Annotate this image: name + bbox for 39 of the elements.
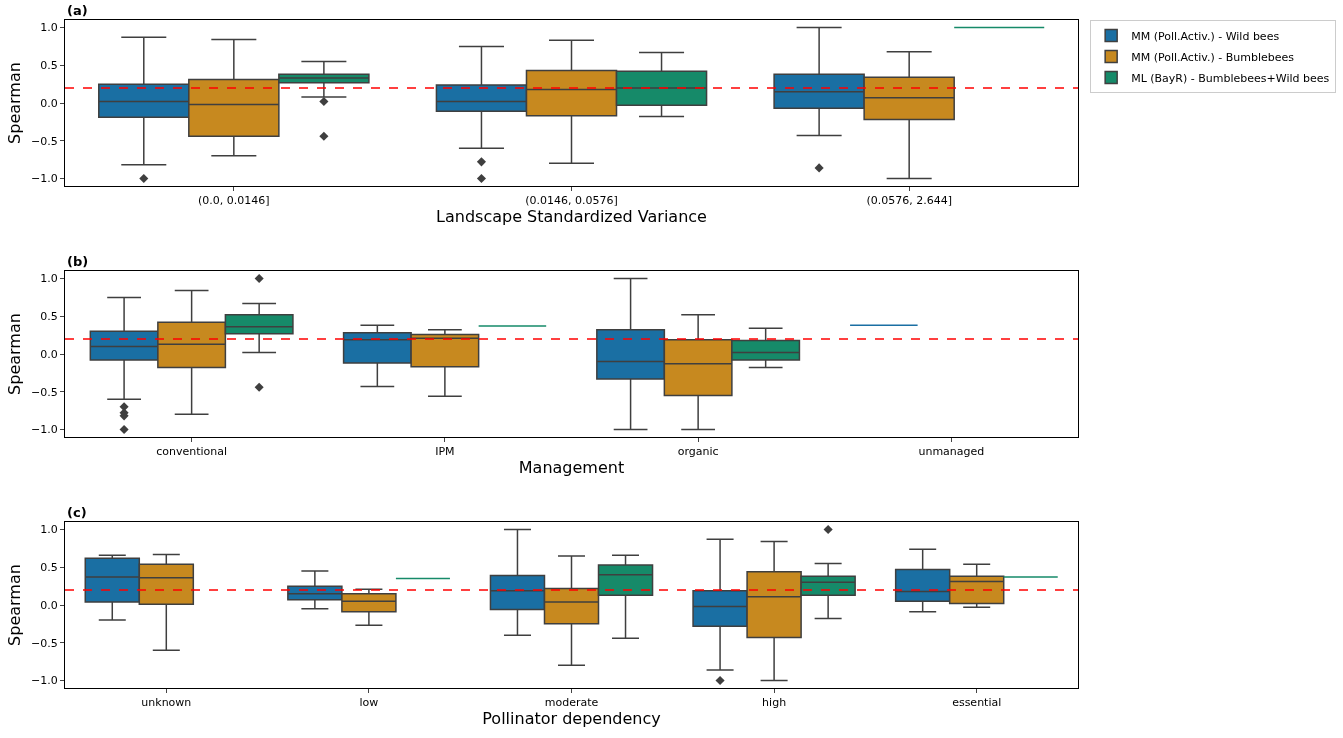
y-tick-label: −1.0 [31,172,58,186]
y-tick-label: 0.0 [40,598,58,612]
y-tick-label: −0.5 [31,134,58,148]
y-axis-title: Spearman [4,564,24,646]
y-axis-title: Spearman [4,313,24,395]
x-axis-title: Landscape Standardized Variance [436,207,707,227]
chart-title: (c) [67,505,87,520]
y-tick-label: 1.0 [40,21,58,35]
y-tick-label: 0.5 [40,59,58,73]
x-tick-label: IPM [435,445,455,459]
chart-title: (a) [67,3,88,18]
legend-label: ML (BayR) - Bumblebees+Wild bees [1131,71,1330,85]
y-tick-label: −1.0 [31,674,58,688]
x-tick-label: (0.0, 0.0146] [198,194,270,208]
x-tick-label: (0.0146, 0.0576] [525,194,618,208]
legend-label: MM (Poll.Activ.) - Wild bees [1131,29,1280,43]
y-tick-label: 0.5 [40,310,58,324]
x-axis-title: Management [518,457,625,477]
y-axis-title: Spearman [4,62,24,144]
x-tick-label: conventional [156,445,228,459]
x-tick-label: high [762,696,787,710]
x-tick-label: essential [952,696,1002,710]
y-tick-label: −1.0 [31,423,58,437]
x-tick-label: organic [677,445,719,459]
y-tick-label: 0.0 [40,96,58,110]
chart-title: (b) [67,254,89,269]
x-tick-label: unmanaged [918,445,985,459]
x-axis-title: Pollinator dependency [482,709,661,729]
y-tick-label: −0.5 [31,385,58,399]
y-tick-label: 1.0 [40,523,58,537]
legend-label: MM (Poll.Activ.) - Bumblebees [1131,50,1295,64]
y-tick-label: 0.0 [40,347,58,361]
x-tick-label: (0.0576, 2.644] [866,194,952,208]
x-tick-label: low [359,696,379,710]
y-tick-label: −0.5 [31,636,58,650]
y-tick-label: 1.0 [40,272,58,286]
y-tick-label: 0.5 [40,561,58,575]
x-tick-label: unknown [141,696,192,710]
x-tick-label: moderate [544,696,599,710]
